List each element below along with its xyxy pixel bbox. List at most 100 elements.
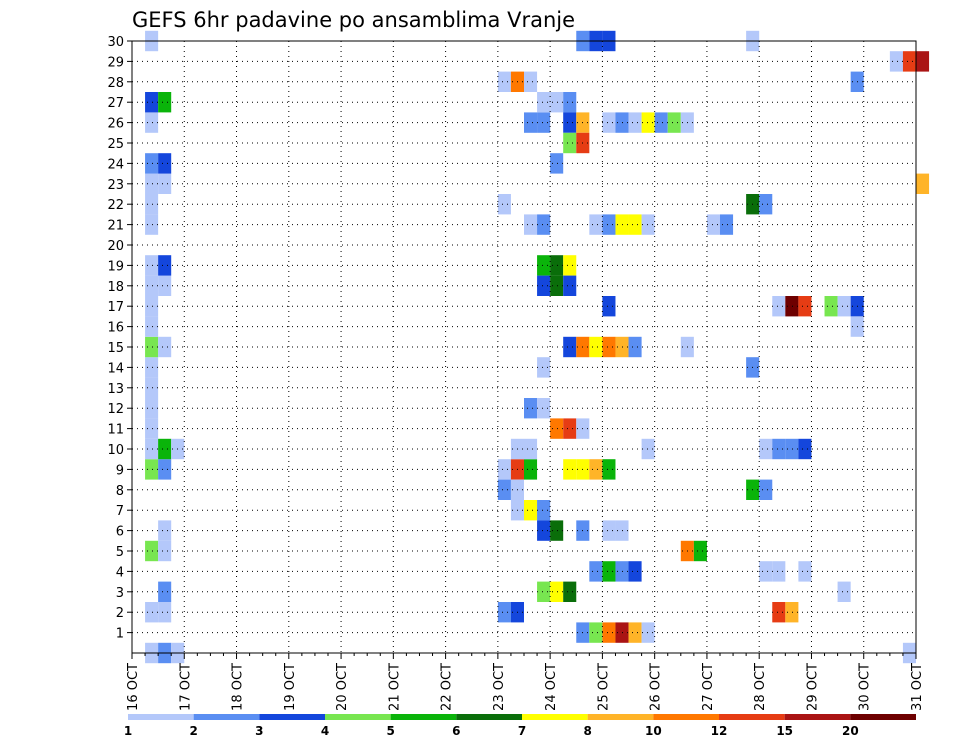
colorbar-label: 1 [124,724,132,738]
y-tick-label: 22 [107,198,124,213]
heatmap-cell [497,71,511,92]
x-tick-label: 22 OCT [440,663,455,711]
heatmap-cell [145,112,159,133]
y-tick-label: 7 [116,504,124,519]
heatmap-cell [145,418,159,439]
heatmap-cell [497,194,511,215]
heatmap-cell [145,540,159,562]
heatmap-cell [563,418,577,439]
x-tick-label: 28 OCT [753,663,768,711]
heatmap-cell [589,622,603,643]
heatmap-cell [563,459,577,480]
colorbar-swatch [850,714,916,720]
heatmap-cell [537,357,551,378]
heatmap-cell [145,275,159,296]
x-tick-label: 18 OCT [231,663,246,711]
heatmap-cell [563,112,577,133]
heatmap-cell [145,602,159,623]
colorbar-label: 10 [645,724,662,738]
y-tick-label: 29 [107,55,124,70]
y-tick-label: 16 [107,321,124,336]
heatmap-cell [145,316,159,337]
heatmap-cell [563,132,577,154]
y-tick-label: 24 [107,157,124,172]
heatmap-cell [602,520,616,541]
heatmap-cell [497,459,511,480]
heatmap-cell [602,622,616,643]
y-axis: 1234567891011121314151617181920212223242… [107,35,132,642]
heatmap-cell [524,459,538,480]
heatmap-cell [641,438,655,460]
heatmap-cell [563,275,577,296]
colorbar-swatch [128,714,194,720]
heatmap-cell [158,336,172,358]
heatmap-cell [602,459,616,480]
heatmap-cell [550,275,564,296]
y-tick-label: 14 [107,361,124,376]
heatmap-cell [158,92,172,113]
heatmap-cell [145,214,159,235]
y-tick-label: 5 [116,545,124,560]
heatmap-cell [641,622,655,643]
heatmap-cell [589,336,603,358]
heatmap-cell [550,153,564,174]
colorbar-label: 8 [583,724,591,738]
heatmap-cell [772,602,786,623]
heatmap-cell [837,581,851,602]
x-tick-label: 17 OCT [178,663,193,711]
heatmap-cell [837,296,851,317]
x-tick-label: 30 OCT [858,663,873,711]
heatmap-cell [537,520,551,541]
heatmap-cell [158,602,172,623]
heatmap-cell [524,500,538,521]
colorbar-swatch [390,714,457,720]
heatmap-cell [537,112,551,133]
x-tick-label: 19 OCT [283,663,298,711]
colorbar-swatch [522,714,588,720]
heatmap-cell [158,173,172,194]
y-tick-label: 27 [107,96,124,111]
heatmap-cell [145,438,159,460]
x-tick-label: 26 OCT [649,663,664,711]
heatmap-cell [145,92,159,113]
heatmap-cell [602,336,616,358]
colorbar-label: 2 [189,724,197,738]
y-tick-label: 9 [116,463,124,478]
heatmap-cell [524,214,538,235]
heatmap-cell [889,51,903,72]
x-tick-label: 16 OCT [126,663,141,711]
heatmap-cell [798,438,812,460]
heatmap-cell [772,561,786,582]
heatmap-cell [563,255,577,276]
heatmap-cell [759,561,773,582]
x-tick-label: 20 OCT [335,663,350,711]
heatmap-cell [759,194,773,215]
heatmap-cell [589,561,603,582]
heatmap-cell [563,336,577,358]
y-tick-label: 15 [107,341,124,356]
y-tick-label: 23 [107,178,124,193]
heatmap-cell [759,438,773,460]
x-tick-label: 25 OCT [596,663,611,711]
heatmap-cell [158,275,172,296]
colorbar-swatch [456,714,522,720]
heatmap-cell [524,112,538,133]
colorbar-swatch [784,714,851,720]
colorbar-swatch [259,714,325,720]
y-tick-label: 3 [116,586,124,601]
heatmap-cell [145,173,159,194]
y-tick-label: 11 [107,423,124,438]
colorbar-label: 3 [255,724,263,738]
heatmap-cell [916,173,930,194]
heatmap-cell [524,438,538,460]
heatmap-cell [145,357,159,378]
heatmap-cell [916,51,930,72]
heatmap-cell [537,398,551,419]
heatmap-cell [563,92,577,113]
grid-lines [132,40,916,653]
heatmap-cell [641,112,655,133]
heatmap-cell [772,296,786,317]
heatmap-cell [589,459,603,480]
x-tick-label: 29 OCT [805,663,820,711]
